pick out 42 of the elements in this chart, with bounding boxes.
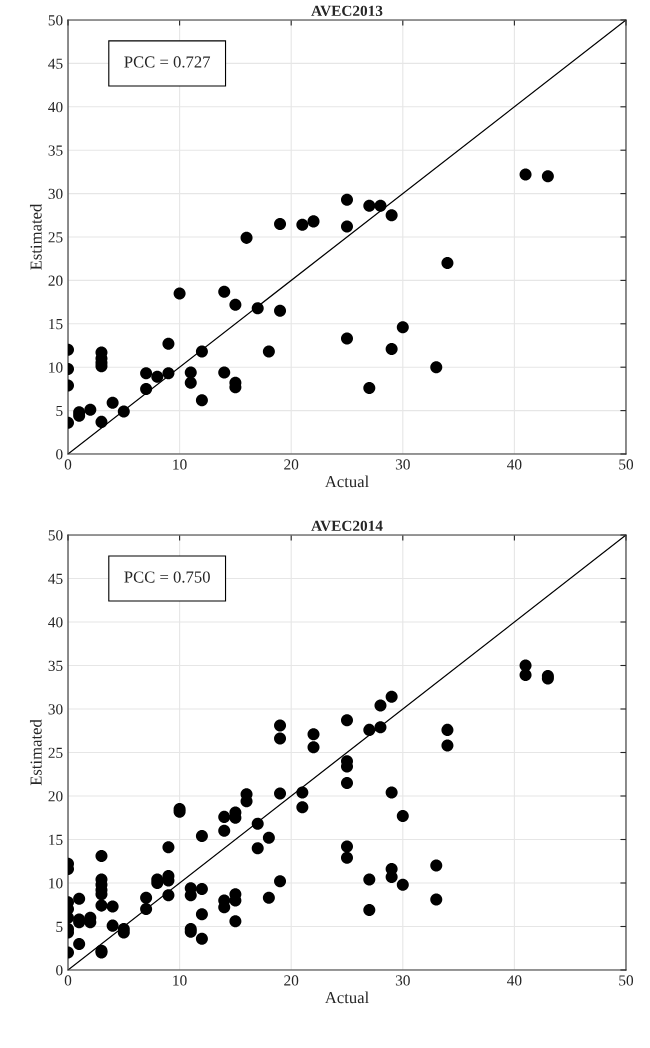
y-tick-label: 35 <box>48 660 63 671</box>
x-tick-label: 0 <box>64 459 72 470</box>
y-tick-label: 10 <box>49 362 63 373</box>
x-tick-label: 10 <box>173 975 187 986</box>
y-tick-label: 30 <box>48 704 63 715</box>
chart-title: AVEC2014 <box>311 520 383 532</box>
y-tick-label: 15 <box>49 319 63 330</box>
y-tick-label: 5 <box>56 405 63 417</box>
y-tick-label: 25 <box>48 232 63 243</box>
y-tick-label: 0 <box>56 965 63 976</box>
x-tick-label: 50 <box>619 975 634 986</box>
x-tick-label: 10 <box>173 459 187 470</box>
y-tick-label: 45 <box>48 58 63 69</box>
x-tick-label: 20 <box>284 459 299 470</box>
x-axis-title: Actual <box>324 475 369 488</box>
x-tick-label: 30 <box>395 975 410 986</box>
y-axis-title: Estimated <box>29 719 42 786</box>
y-tick-label: 10 <box>49 878 63 889</box>
y-tick-label: 50 <box>48 530 63 541</box>
x-tick-label: 20 <box>284 975 299 986</box>
y-tick-label: 30 <box>48 188 63 200</box>
x-tick-label: 40 <box>507 459 522 470</box>
y-tick-label: 40 <box>48 101 63 113</box>
y-tick-label: 15 <box>49 834 63 845</box>
y-axis-title: Estimated <box>29 203 42 270</box>
y-tick-label: 50 <box>48 15 63 26</box>
y-tick-label: 5 <box>56 921 63 932</box>
y-tick-label: 20 <box>48 275 63 286</box>
x-tick-label: 40 <box>507 975 522 986</box>
y-tick-label: 35 <box>48 145 63 156</box>
annotation: PCC = 0.727 <box>124 56 211 68</box>
x-tick-label: 50 <box>619 459 634 470</box>
y-tick-label: 0 <box>56 449 63 460</box>
x-axis-title: Actual <box>324 991 369 1004</box>
x-tick-label: 30 <box>395 459 410 470</box>
y-tick-label: 20 <box>48 791 63 802</box>
x-tick-label: 0 <box>64 975 72 986</box>
y-tick-label: 25 <box>48 747 63 758</box>
chart-title: AVEC2013 <box>311 5 383 17</box>
annotation: PCC = 0.750 <box>124 571 210 583</box>
y-tick-label: 45 <box>48 573 63 584</box>
y-tick-label: 40 <box>48 617 63 628</box>
